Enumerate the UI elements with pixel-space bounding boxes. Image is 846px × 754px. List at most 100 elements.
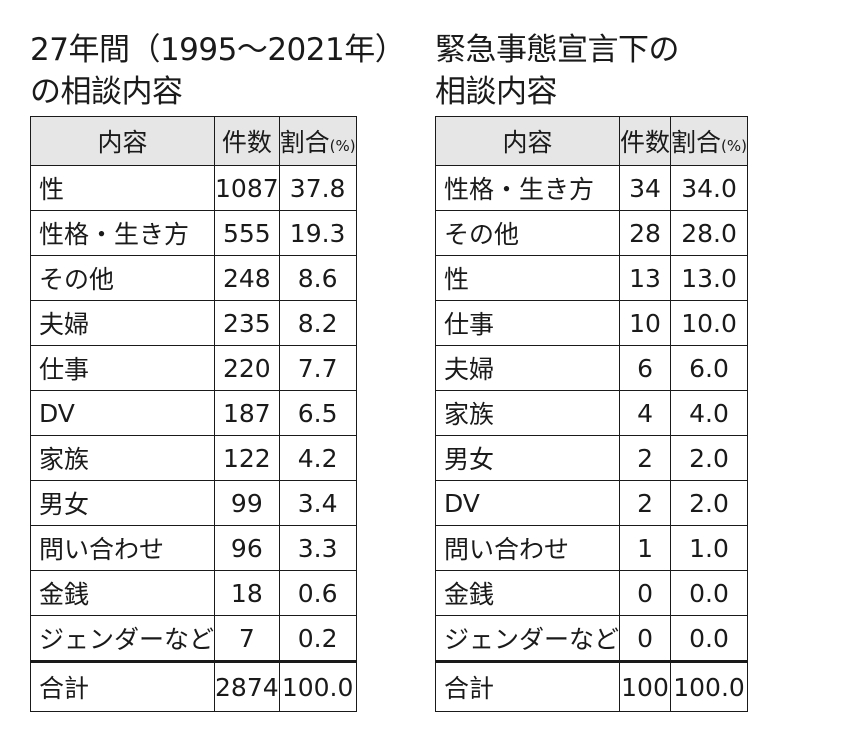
table-row: 性格・生き方 34 34.0 (434, 165, 749, 211)
total-row: 合計 2874 100.0 (29, 660, 357, 712)
table-row: 問い合わせ 96 3.3 (29, 525, 357, 571)
row-pct: 2.0 (670, 480, 749, 526)
row-label: 性格・生き方 (434, 165, 621, 211)
right-header-row: 内容 件数 割合(%) (434, 116, 749, 166)
row-pct: 3.3 (278, 525, 357, 571)
row-count: 4 (619, 390, 672, 436)
table-row: その他 248 8.6 (29, 255, 357, 301)
row-pct: 6.0 (670, 345, 749, 391)
row-label: 性格・生き方 (29, 210, 216, 256)
right-header-content: 内容 (434, 116, 621, 166)
table-row: 金銭 0 0.0 (434, 570, 749, 616)
right-header-count: 件数 (619, 116, 672, 166)
row-count: 235 (214, 300, 280, 346)
row-pct: 1.0 (670, 525, 749, 571)
row-count: 0 (619, 570, 672, 616)
row-label: 夫婦 (29, 300, 216, 346)
table-row: ジェンダーなど 7 0.2 (29, 615, 357, 662)
table-row: ジェンダーなど 0 0.0 (434, 615, 749, 662)
row-pct: 37.8 (278, 165, 357, 211)
left-header-content: 内容 (29, 116, 216, 166)
left-title-line2: の相談内容 (30, 74, 183, 110)
total-pct: 100.0 (278, 660, 357, 712)
row-label: 性 (29, 165, 216, 211)
table-row: 性 1087 37.8 (29, 165, 357, 211)
row-count: 1087 (214, 165, 280, 211)
total-label: 合計 (434, 660, 621, 712)
table-row: 仕事 10 10.0 (434, 300, 749, 346)
row-count: 7 (214, 615, 280, 662)
row-label: DV (434, 480, 621, 526)
row-count: 1 (619, 525, 672, 571)
row-pct: 13.0 (670, 255, 749, 301)
row-pct: 4.0 (670, 390, 749, 436)
row-label: 男女 (29, 480, 216, 526)
row-label: 家族 (434, 390, 621, 436)
row-pct: 19.3 (278, 210, 357, 256)
left-header-count: 件数 (214, 116, 280, 166)
row-count: 122 (214, 435, 280, 481)
row-pct: 0.0 (670, 615, 749, 662)
row-count: 34 (619, 165, 672, 211)
right-header-ratio-unit: (%) (721, 137, 748, 155)
row-label: 家族 (29, 435, 216, 481)
table-row: その他 28 28.0 (434, 210, 749, 256)
row-label: 問い合わせ (29, 525, 216, 571)
total-count: 100 (619, 660, 672, 712)
table-row: 仕事 220 7.7 (29, 345, 357, 391)
row-count: 2 (619, 480, 672, 526)
table-row: 夫婦 6 6.0 (434, 345, 749, 391)
row-label: その他 (434, 210, 621, 256)
row-label: その他 (29, 255, 216, 301)
table-row: 家族 122 4.2 (29, 435, 357, 481)
row-pct: 0.6 (278, 570, 357, 616)
table-row: DV 2 2.0 (434, 480, 749, 526)
table-row: 男女 99 3.4 (29, 480, 357, 526)
table-row: 夫婦 235 8.2 (29, 300, 357, 346)
right-header-ratio: 割合(%) (670, 116, 749, 166)
row-count: 96 (214, 525, 280, 571)
row-count: 28 (619, 210, 672, 256)
table-row: 性格・生き方 555 19.3 (29, 210, 357, 256)
row-pct: 4.2 (278, 435, 357, 481)
row-label: 問い合わせ (434, 525, 621, 571)
row-pct: 34.0 (670, 165, 749, 211)
right-title-line1: 緊急事態宣言下の (435, 32, 680, 68)
left-table: 内容 件数 割合(%) 性 1087 37.8 性格・生き方 555 19.3 その他 248… (29, 116, 357, 712)
row-pct: 28.0 (670, 210, 749, 256)
table-row: 問い合わせ 1 1.0 (434, 525, 749, 571)
row-pct: 2.0 (670, 435, 749, 481)
row-label: 仕事 (434, 300, 621, 346)
row-pct: 0.0 (670, 570, 749, 616)
row-count: 0 (619, 615, 672, 662)
row-count: 13 (619, 255, 672, 301)
row-count: 248 (214, 255, 280, 301)
row-label: 夫婦 (434, 345, 621, 391)
row-label: 仕事 (29, 345, 216, 391)
row-count: 220 (214, 345, 280, 391)
left-header-ratio: 割合(%) (278, 116, 357, 166)
row-label: ジェンダーなど (434, 615, 621, 662)
row-pct: 7.7 (278, 345, 357, 391)
total-row: 合計 100 100.0 (434, 660, 749, 712)
right-title-line2: 相談内容 (435, 74, 558, 110)
row-count: 18 (214, 570, 280, 616)
total-pct: 100.0 (670, 660, 749, 712)
row-label: 性 (434, 255, 621, 301)
row-count: 555 (214, 210, 280, 256)
row-pct: 0.2 (278, 615, 357, 662)
row-label: ジェンダーなど (29, 615, 216, 662)
table-row: 家族 4 4.0 (434, 390, 749, 436)
row-label: 男女 (434, 435, 621, 481)
row-count: 6 (619, 345, 672, 391)
row-label: 金銭 (29, 570, 216, 616)
table-row: 性 13 13.0 (434, 255, 749, 301)
table-row: 男女 2 2.0 (434, 435, 749, 481)
row-label: 金銭 (434, 570, 621, 616)
row-label: DV (29, 390, 216, 436)
row-pct: 8.2 (278, 300, 357, 346)
right-table: 内容 件数 割合(%) 性格・生き方 34 34.0 その他 28 28.0 性 13 13.0… (434, 116, 749, 712)
row-pct: 3.4 (278, 480, 357, 526)
row-pct: 6.5 (278, 390, 357, 436)
row-count: 187 (214, 390, 280, 436)
